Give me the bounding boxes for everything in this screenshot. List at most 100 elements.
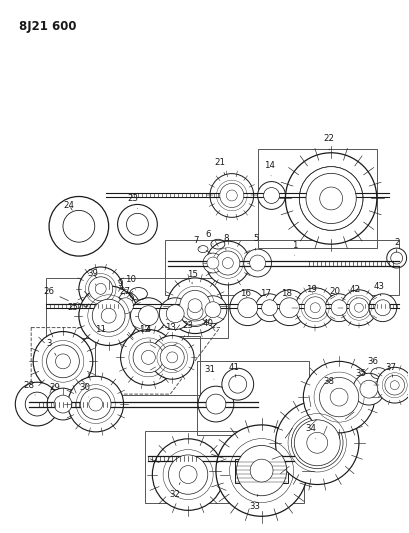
Circle shape <box>306 173 356 223</box>
Circle shape <box>142 350 155 365</box>
Circle shape <box>33 332 93 391</box>
Text: 34: 34 <box>306 424 317 439</box>
Circle shape <box>349 298 369 318</box>
Circle shape <box>369 294 397 321</box>
Circle shape <box>179 466 197 483</box>
Circle shape <box>222 368 254 400</box>
Circle shape <box>180 290 210 321</box>
Circle shape <box>47 388 79 420</box>
Circle shape <box>285 153 377 244</box>
Circle shape <box>226 190 237 201</box>
Circle shape <box>133 342 164 373</box>
Circle shape <box>188 299 202 313</box>
Circle shape <box>79 267 123 311</box>
Circle shape <box>355 303 364 312</box>
Circle shape <box>81 389 111 419</box>
Text: 5: 5 <box>253 233 258 250</box>
Circle shape <box>130 298 166 334</box>
Circle shape <box>206 394 226 414</box>
Circle shape <box>54 395 72 413</box>
Circle shape <box>198 386 234 422</box>
Circle shape <box>63 211 95 242</box>
Circle shape <box>319 377 359 417</box>
Text: 36: 36 <box>367 357 378 369</box>
Circle shape <box>258 182 285 209</box>
Circle shape <box>47 345 79 378</box>
Circle shape <box>89 277 113 301</box>
Circle shape <box>276 401 359 484</box>
Circle shape <box>95 284 106 294</box>
Circle shape <box>216 425 307 516</box>
Circle shape <box>272 290 307 326</box>
Circle shape <box>229 375 247 393</box>
Circle shape <box>207 257 219 269</box>
Circle shape <box>375 300 391 316</box>
Text: 21: 21 <box>214 158 225 175</box>
Circle shape <box>387 248 407 268</box>
Circle shape <box>331 300 347 316</box>
Text: 22: 22 <box>324 134 335 150</box>
Circle shape <box>360 380 378 398</box>
Text: 29: 29 <box>49 383 61 397</box>
Circle shape <box>205 302 221 318</box>
Circle shape <box>68 376 124 432</box>
Text: 23: 23 <box>127 194 138 208</box>
Circle shape <box>216 251 240 275</box>
Circle shape <box>118 205 157 244</box>
Circle shape <box>256 294 283 321</box>
Circle shape <box>101 308 116 323</box>
Circle shape <box>153 439 224 510</box>
Text: 14: 14 <box>264 161 275 176</box>
Text: 6: 6 <box>205 230 213 244</box>
Circle shape <box>325 294 353 321</box>
Circle shape <box>320 187 343 210</box>
Circle shape <box>244 249 272 277</box>
Text: 26: 26 <box>44 287 68 301</box>
Circle shape <box>199 296 227 324</box>
Circle shape <box>89 397 103 411</box>
Circle shape <box>203 253 223 273</box>
Circle shape <box>304 297 326 319</box>
Circle shape <box>303 361 375 433</box>
Circle shape <box>341 290 377 326</box>
Circle shape <box>377 367 409 403</box>
Circle shape <box>220 183 244 207</box>
Circle shape <box>206 241 249 285</box>
Circle shape <box>139 306 158 326</box>
Circle shape <box>310 303 320 313</box>
Text: 8J21 600: 8J21 600 <box>19 20 77 33</box>
Text: 28: 28 <box>24 381 35 395</box>
Circle shape <box>180 297 210 327</box>
Text: 24: 24 <box>63 201 74 210</box>
Text: 40: 40 <box>202 319 213 328</box>
Text: 23: 23 <box>182 321 193 330</box>
Text: 7: 7 <box>193 236 200 248</box>
Circle shape <box>238 298 258 318</box>
Circle shape <box>249 255 265 271</box>
Circle shape <box>15 382 59 426</box>
Circle shape <box>118 298 133 314</box>
Text: 4: 4 <box>146 325 151 342</box>
Text: 13: 13 <box>165 323 176 332</box>
Circle shape <box>56 354 70 369</box>
Circle shape <box>167 278 223 334</box>
Circle shape <box>187 304 203 320</box>
Text: 8: 8 <box>223 233 229 250</box>
Circle shape <box>390 381 399 390</box>
Text: 2: 2 <box>394 238 400 252</box>
Circle shape <box>230 290 265 326</box>
Text: 37: 37 <box>385 363 396 377</box>
Circle shape <box>307 432 328 453</box>
Text: 43: 43 <box>373 282 384 296</box>
Circle shape <box>210 174 254 217</box>
Circle shape <box>25 392 49 416</box>
Text: 19: 19 <box>306 285 317 294</box>
Circle shape <box>92 299 125 332</box>
Circle shape <box>330 388 348 406</box>
Text: 10: 10 <box>125 276 136 290</box>
Text: 42: 42 <box>349 285 360 298</box>
Text: 35: 35 <box>355 369 366 383</box>
Text: 9: 9 <box>118 279 125 294</box>
Circle shape <box>250 459 273 482</box>
Circle shape <box>385 375 405 395</box>
